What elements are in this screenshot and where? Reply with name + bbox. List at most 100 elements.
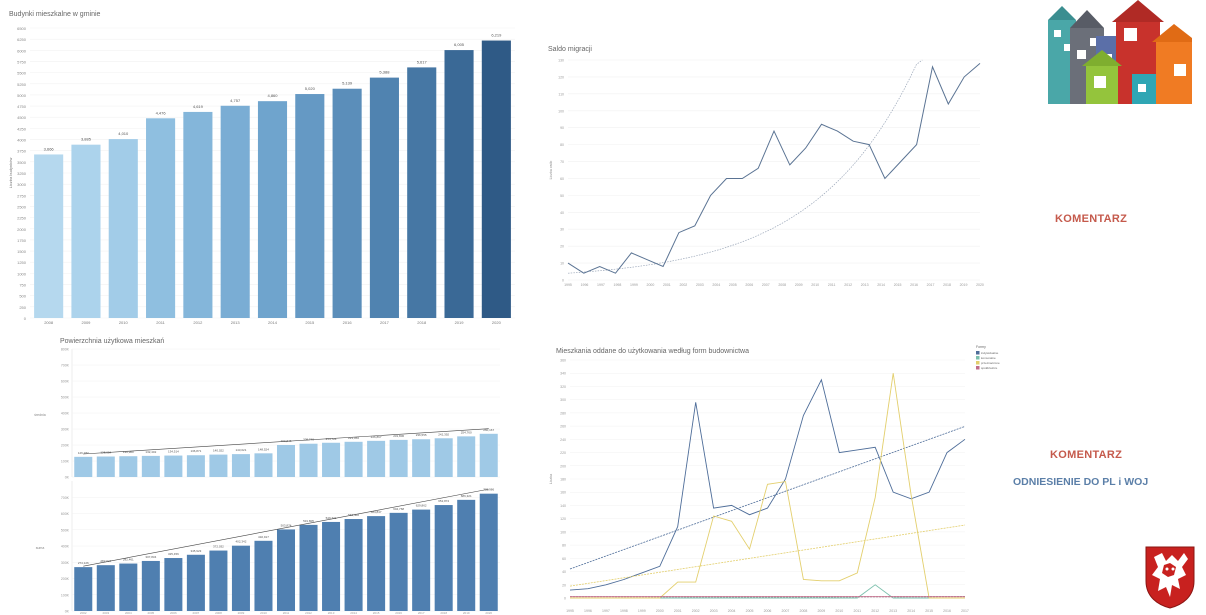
buildings-bar-label: 3,885 [81, 137, 92, 142]
floor-area-bar-label: 584,847 [371, 510, 382, 514]
floor-area-bar [96, 565, 115, 611]
floor-area-bar [412, 439, 431, 477]
buildings-bar [332, 88, 362, 319]
buildings-bar-label: 4,619 [193, 104, 204, 109]
dwellings-legend-label: komunalne [981, 356, 996, 360]
dwellings-y-tick: 300 [560, 398, 566, 402]
floor-area-y-tick: 0K [65, 476, 70, 480]
floor-area-x-tick: 2003 [102, 611, 109, 615]
floor-area-y-tick: 300K [61, 428, 70, 432]
floor-area-x-tick: 2013 [328, 611, 335, 615]
dwellings-y-axis-label: Liczba [549, 474, 553, 484]
buildings-x-tick: 2017 [380, 320, 390, 325]
dwellings-series-line [570, 373, 965, 599]
floor-area-y-tick: 100K [61, 593, 70, 597]
buildings-y-tick: 500 [19, 294, 26, 299]
employment-x-tick: 2013 [861, 283, 869, 287]
dwellings-legend-label: spółdzielcze [981, 366, 998, 370]
buildings-y-tick: 1250 [17, 260, 27, 265]
dwellings-y-tick: 80 [562, 544, 566, 548]
buildings-x-tick: 2019 [455, 320, 465, 325]
employment-x-tick: 2006 [745, 283, 753, 287]
buildings-chart: 0 250 500 750 1000 1250 1500 1750 2000 2250 2500 27… [8, 26, 515, 325]
floor-area-bar-label: 236,555 [416, 433, 427, 437]
floor-area-chart-panel: Powierzchnia użytkowa mieszkań 0K 100K 200… [0, 335, 520, 615]
buildings-y-tick: 5750 [17, 59, 27, 64]
dwellings-y-tick: 220 [560, 451, 566, 455]
dwellings-x-tick: 2002 [692, 609, 700, 613]
floor-area-bar-label: 226,867 [371, 435, 382, 439]
floor-area-bar-label: 132,402 [145, 450, 156, 454]
buildings-y-tick: 5500 [17, 71, 27, 76]
dwellings-y-tick: 0 [564, 597, 566, 601]
dwellings-y-tick: 40 [562, 570, 566, 574]
floor-area-bar [479, 493, 498, 611]
buildings-chart-title: Budynki mieszkalne w gminie [9, 11, 101, 18]
employment-x-tick: 2005 [729, 283, 737, 287]
dwellings-chart-panel: Mieszkania oddane do użytkowania według … [540, 340, 1000, 615]
dwellings-x-tick: 2015 [925, 609, 933, 613]
dwellings-legend-swatch [976, 366, 980, 370]
employment-x-tick: 2019 [960, 283, 968, 287]
employment-y-tick: 100 [558, 109, 564, 113]
buildings-bar [71, 144, 101, 318]
buildings-bar [369, 77, 399, 318]
employment-x-tick: 2014 [877, 283, 885, 287]
employment-y-tick: 80 [560, 143, 564, 147]
buildings-x-tick: 2010 [119, 320, 129, 325]
buildings-y-tick: 6000 [17, 48, 27, 53]
employment-x-tick: 2018 [943, 283, 951, 287]
floor-area-bar-label: 126,282 [78, 451, 89, 455]
employment-x-tick: 1998 [614, 283, 622, 287]
employment-x-tick: 2010 [811, 283, 819, 287]
dwellings-legend-label: przeznaczone na sprzedaż lub wynajem [981, 361, 1000, 365]
floor-area-bar [367, 440, 386, 477]
floor-area-bar [322, 442, 341, 477]
employment-x-tick: 2004 [712, 283, 720, 287]
dwellings-x-tick: 2013 [889, 609, 897, 613]
floor-area-x-tick: 2020 [485, 611, 492, 615]
buildings-x-tick: 2020 [492, 320, 502, 325]
floor-area-y-tick: 400K [61, 545, 70, 549]
floor-area-bar-label: 231,806 [393, 434, 404, 438]
floor-area-y-tick: 600K [61, 512, 70, 516]
floor-area-bar-label: 254,760 [461, 430, 472, 434]
floor-area-bar [96, 456, 115, 477]
buildings-x-tick: 2012 [193, 320, 203, 325]
dwellings-x-tick: 2004 [728, 609, 736, 613]
floor-area-bar [434, 438, 453, 477]
buildings-bar [34, 154, 64, 318]
floor-area-bar [119, 563, 138, 611]
floor-area-bar [209, 454, 228, 477]
floor-area-bar [74, 567, 93, 611]
employment-x-tick: 2001 [663, 283, 671, 287]
dwellings-y-tick: 200 [560, 464, 566, 468]
employment-y-tick: 10 [560, 262, 564, 266]
employment-x-tick: 2009 [795, 283, 803, 287]
employment-x-tick: 2020 [976, 283, 984, 287]
buildings-bar-label: 4,010 [118, 131, 129, 136]
floor-area-bar-label: 531,805 [303, 519, 314, 523]
employment-y-tick: 60 [560, 177, 564, 181]
floor-area-bar [164, 558, 183, 611]
employment-x-tick: 2011 [828, 283, 836, 287]
employment-x-tick: 2002 [679, 283, 687, 287]
employment-x-tick: 1997 [597, 283, 605, 287]
buildings-bar [146, 118, 176, 318]
dwellings-y-tick: 340 [560, 372, 566, 376]
buildings-y-tick: 1000 [17, 271, 27, 276]
employment-x-tick: 1995 [564, 283, 572, 287]
buildings-y-tick: 3500 [17, 160, 27, 165]
floor-area-bar [119, 456, 138, 477]
floor-area-x-tick: 2019 [463, 611, 470, 615]
floor-area-bar [186, 554, 205, 611]
floor-area-y-tick: 0K [65, 610, 70, 614]
buildings-y-tick: 2500 [17, 204, 27, 209]
floor-area-x-tick: 2002 [80, 611, 87, 615]
floor-area-bar-label: 372,032 [213, 545, 224, 549]
floor-area-x-tick: 2007 [193, 611, 200, 615]
dwellings-y-tick: 360 [560, 359, 566, 363]
floor-area-x-tick: 2015 [373, 611, 380, 615]
employment-y-tick: 70 [560, 160, 564, 164]
floor-area-x-tick: 2004 [125, 611, 132, 615]
